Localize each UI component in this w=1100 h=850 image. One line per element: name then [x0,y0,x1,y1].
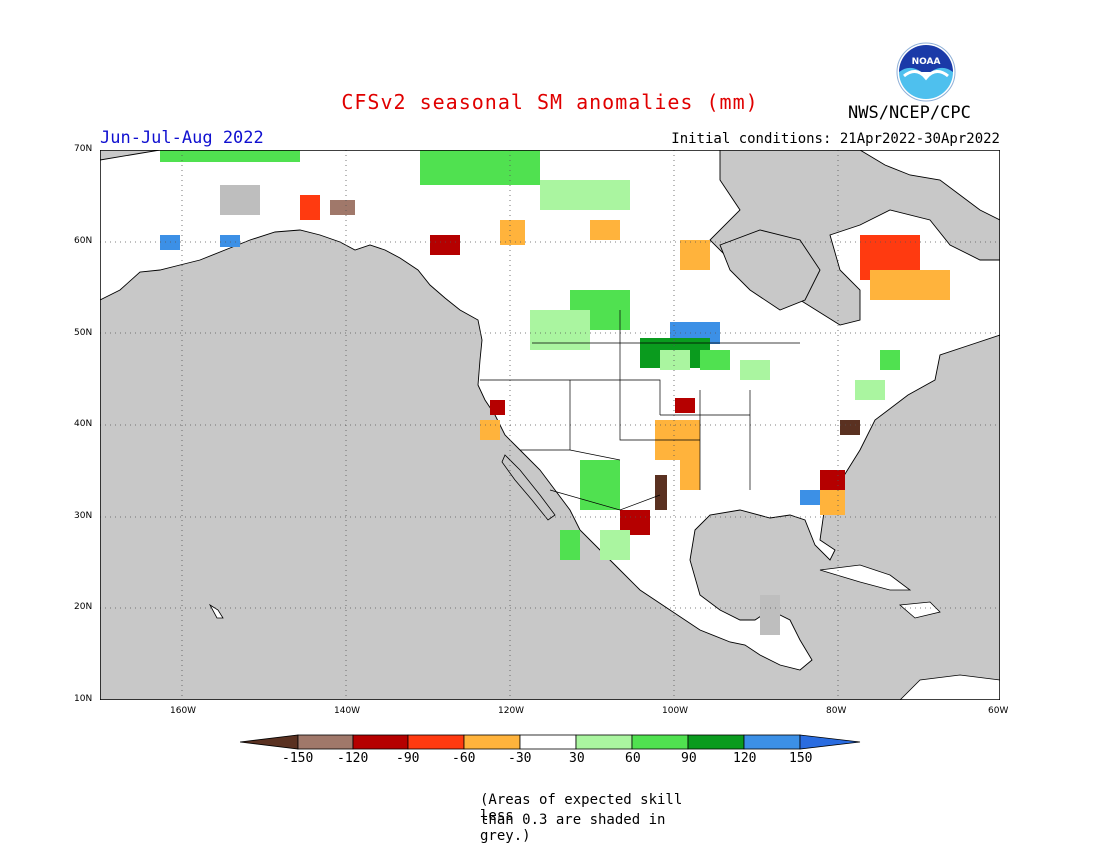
lon-label: 60W [988,706,1009,716]
legend-swatch [799,734,861,750]
lon-label: 100W [662,706,689,716]
forecast-period: Jun-Jul-Aug 2022 [100,128,264,148]
lat-label: 50N [74,328,93,338]
legend-label: 30 [569,751,585,766]
noaa-logo-text: NOAA [912,57,941,67]
legend-swatch [743,734,801,750]
lat-label: 40N [74,419,93,429]
hudson-bay [719,229,821,311]
lat-label: 30N [74,511,93,521]
hispaniola [899,601,941,619]
legend-swatch [297,734,354,750]
south-america-tip [899,674,1000,700]
legend-swatch [463,734,521,750]
lon-label: 160W [170,706,197,716]
skill-note-line1: (Areas of expected skill less [480,792,683,824]
lat-label: 20N [74,602,93,612]
greenland [859,150,1000,221]
map-title: CFSv2 seasonal SM anomalies (mm) [341,90,759,114]
legend-label: -30 [508,751,532,766]
soil-moisture-map [100,150,1000,700]
color-legend [240,734,861,750]
legend-swatch [407,734,465,750]
legend-label: 150 [789,751,813,766]
legend-label: 60 [625,751,641,766]
noaa-logo: NOAA [896,42,956,102]
legend-label: -90 [396,751,420,766]
anomaly-cells [160,150,950,635]
legend-swatch [687,734,745,750]
agency-label: NWS/NCEP/CPC [848,103,971,123]
north-america-landmass [100,150,1000,671]
legend-swatch [575,734,633,750]
initial-conditions: Initial conditions: 21Apr2022-30Apr2022 [671,131,1000,147]
political-borders [480,310,800,511]
lon-label: 120W [498,706,525,716]
legend-swatch [240,734,299,750]
lat-label: 10N [74,694,93,704]
legend-swatch [519,734,577,750]
graticule [100,150,1000,700]
cuba [819,564,912,591]
skill-note-line2: than 0.3 are shaded in grey.) [480,812,666,844]
lon-label: 140W [334,706,361,716]
lon-label: 80W [826,706,847,716]
lat-label: 60N [74,236,93,246]
legend-swatch [352,734,409,750]
lat-label: 70N [74,144,93,154]
gulf-of-california [501,454,556,521]
legend-label: 120 [733,751,757,766]
legend-label: 90 [681,751,697,766]
legend-label: -150 [282,751,314,766]
legend-label: -60 [452,751,476,766]
legend-swatch [631,734,689,750]
legend-label: -120 [337,751,369,766]
